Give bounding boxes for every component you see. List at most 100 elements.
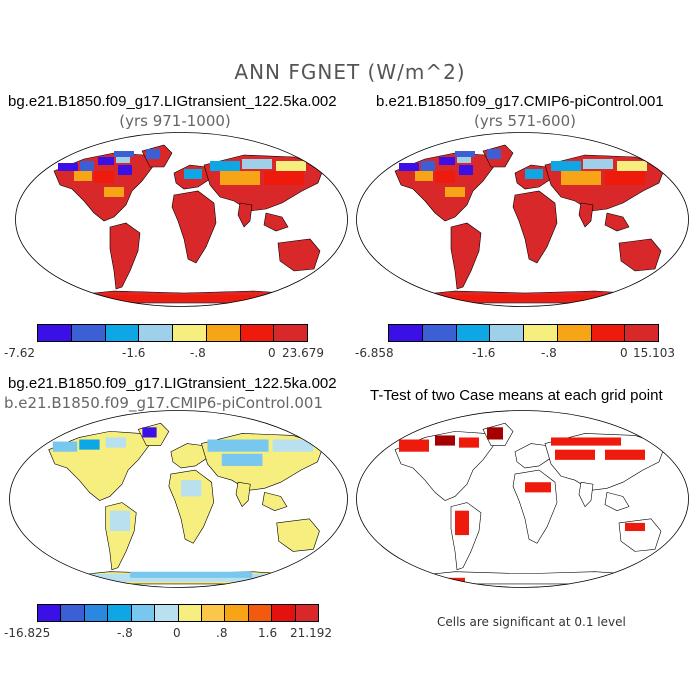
colorbar-box-0 — [38, 605, 62, 621]
map-cell — [242, 159, 272, 169]
panel-4-map — [356, 410, 689, 588]
colorbar-label: 15.103 — [633, 346, 675, 360]
map-cell — [525, 482, 551, 493]
colorbar-box-1 — [61, 605, 85, 621]
landmass-india — [237, 202, 253, 228]
map-border — [15, 132, 348, 307]
map-cell — [94, 171, 114, 183]
colorbar-box-2 — [84, 605, 109, 621]
panel-2-title: b.e21.B1850.f09_g17.CMIP6-piControl.001 — [376, 93, 664, 110]
colorbar-box-11 — [295, 605, 319, 621]
map-cell — [605, 171, 645, 185]
landmass-india — [235, 481, 251, 508]
landmass-australia — [276, 518, 320, 552]
colorbar-label: -6.858 — [355, 346, 394, 360]
panel-1-colorbar — [37, 324, 308, 342]
colorbar-label: 1.6 — [258, 626, 278, 640]
panel-3-title: bg.e21.B1850.f09_g17.LIGtransient_122.5k… — [8, 375, 337, 392]
figure-title: ANN FGNET (W/m^2) — [234, 60, 466, 84]
panel-2-map — [356, 132, 689, 307]
landmass-africa — [171, 190, 217, 264]
landmass-seasia — [262, 492, 288, 512]
landmass-seasia — [263, 212, 289, 232]
colorbar-box-7 — [625, 325, 658, 341]
landmass-australia — [277, 238, 321, 272]
map-cell — [105, 437, 127, 448]
colorbar-box-7 — [274, 325, 307, 341]
map-cell — [583, 159, 613, 169]
map-cell — [551, 161, 581, 171]
map-cell — [399, 439, 429, 452]
colorbar-box-3 — [108, 605, 132, 621]
colorbar-box-9 — [248, 605, 273, 621]
panel-3-colorbar-labels: -16.825 -.8 0 .8 1.6 21.192 — [0, 626, 350, 642]
landmass-antarctica — [374, 571, 674, 585]
colorbar-box-5 — [155, 605, 179, 621]
panel-1-title: bg.e21.B1850.f09_g17.LIGtransient_122.5k… — [8, 93, 337, 110]
map-cell — [264, 171, 304, 185]
map-cell — [421, 161, 435, 171]
map-cell — [487, 149, 501, 159]
colorbar-label: -16.825 — [4, 626, 51, 640]
map-cell — [455, 510, 469, 536]
map-cell — [551, 437, 621, 446]
map-cell — [58, 163, 78, 171]
map-cell — [207, 439, 269, 452]
colorbar-box-6 — [591, 325, 626, 341]
colorbar-box-2 — [105, 325, 140, 341]
map-cell — [435, 435, 455, 446]
colorbar-label: 21.192 — [290, 626, 332, 640]
map-cell — [181, 480, 202, 497]
map-cell — [459, 437, 479, 448]
landmass-africa — [512, 190, 558, 264]
colorbar-label: 23.679 — [282, 346, 324, 360]
map-cell — [109, 510, 131, 532]
landmass-africa — [168, 469, 214, 544]
landmass-africa — [512, 469, 558, 544]
panel-1-colorbar-labels: -7.62 -1.6 -.8 0 23.679 — [0, 346, 350, 362]
map-cell — [272, 439, 314, 452]
colorbar-label: .8 — [216, 626, 228, 640]
landmass-seasia — [604, 492, 630, 512]
map-cell — [142, 427, 157, 438]
map-cell — [399, 163, 419, 171]
colorbar-box-3 — [139, 325, 173, 341]
map-cell — [116, 155, 130, 163]
map-cell — [118, 165, 132, 175]
colorbar-label: -.8 — [190, 346, 206, 360]
map-border — [9, 410, 348, 588]
map-cell — [457, 155, 471, 163]
colorbar-label: -7.62 — [4, 346, 36, 360]
colorbar-box-8 — [225, 605, 249, 621]
panel-1-subtitle: (yrs 971-1000) — [119, 112, 231, 130]
colorbar-label: 0 — [620, 346, 628, 360]
colorbar-label: 0 — [268, 346, 276, 360]
colorbar-box-2 — [456, 325, 491, 341]
map-border — [356, 132, 689, 307]
map-cell — [74, 295, 274, 301]
map-cell — [415, 295, 615, 301]
map-cell — [525, 169, 543, 179]
map-cell — [617, 161, 647, 171]
colorbar-label: -1.6 — [472, 346, 496, 360]
map-cell — [221, 453, 263, 466]
colorbar-box-1 — [422, 325, 457, 341]
map-cell — [220, 171, 260, 185]
colorbar-box-3 — [490, 325, 524, 341]
landmass-europe — [170, 443, 208, 469]
colorbar-box-5 — [206, 325, 241, 341]
map-cell — [625, 522, 645, 532]
map-cell — [74, 171, 92, 181]
colorbar-box-0 — [38, 325, 72, 341]
panel-2-colorbar-labels: -6.858 -1.6 -.8 0 15.103 — [350, 346, 700, 362]
map-cell — [459, 165, 473, 175]
map-cell — [385, 577, 465, 582]
colorbar-box-10 — [272, 605, 296, 621]
colorbar-box-4 — [524, 325, 558, 341]
map-cell — [38, 573, 304, 582]
colorbar-box-4 — [131, 605, 156, 621]
panel-2-colorbar — [388, 324, 659, 342]
panel-3-map — [9, 410, 348, 588]
colorbar-box-5 — [557, 325, 592, 341]
panel-4-title: T-Test of two Case means at each grid po… — [370, 387, 663, 404]
